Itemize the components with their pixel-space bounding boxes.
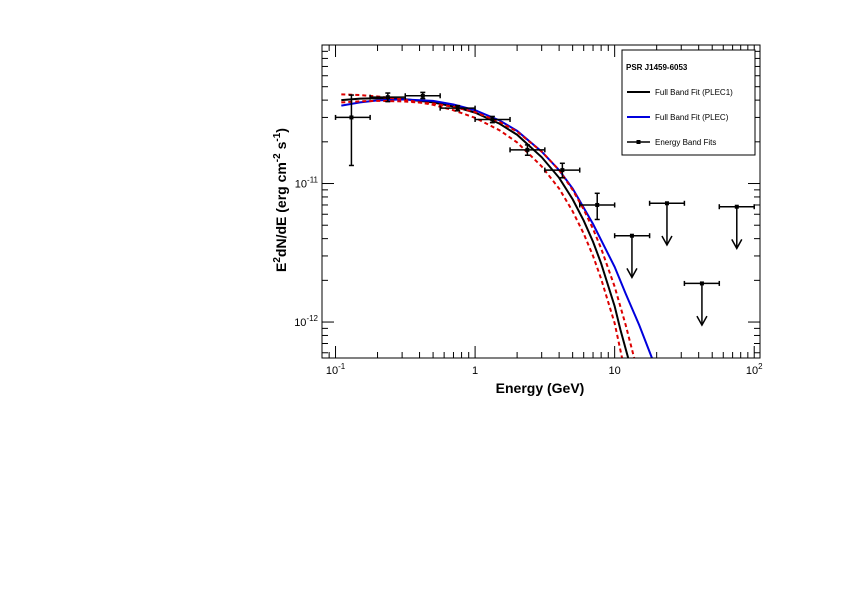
energy-band-point: [369, 92, 407, 103]
energy-band-point: [404, 91, 441, 100]
point-marker: [455, 106, 460, 111]
upper-limit-arrowhead: [626, 268, 638, 279]
upper-limit-point: [613, 233, 651, 279]
upper-limit-point: [683, 280, 721, 327]
legend-entry-label: Full Band Fit (PLEC): [655, 113, 729, 122]
upper-limit-point: [648, 200, 686, 247]
legend-marker-swatch: [636, 140, 641, 144]
upper-limit-arrowhead: [731, 239, 743, 250]
energy-band-point: [578, 192, 616, 221]
upper-limit-point: [718, 204, 755, 250]
energy-band-point: [474, 115, 511, 124]
legend: PSR J1459-6053 Full Band Fit (PLEC1) Full…: [621, 49, 756, 156]
point-marker: [560, 168, 565, 173]
point-marker: [525, 147, 530, 152]
x-axis-title: Energy (GeV): [496, 380, 585, 396]
legend-box: [621, 49, 756, 156]
point-marker: [385, 95, 390, 100]
x-tick-label: 102: [746, 362, 763, 377]
point-marker: [595, 202, 600, 207]
x-tick-label: 1: [472, 365, 478, 377]
plot-frame: [321, 44, 761, 359]
point-marker: [734, 204, 739, 209]
fit-curve: [341, 93, 624, 358]
upper-limit-arrowhead: [661, 235, 673, 247]
energy-band-point: [439, 104, 476, 112]
energy-band-points: [334, 91, 755, 327]
x-tick-label: 10-1: [326, 362, 346, 377]
x-tick-label: 10: [609, 365, 621, 377]
y-axis-title: E2dN/dE (erg cm-2 s-1): [272, 128, 289, 272]
point-marker: [629, 233, 634, 238]
point-marker: [490, 117, 495, 122]
point-marker: [664, 201, 669, 206]
energy-band-point: [509, 144, 546, 156]
y-tick-label: 10-12: [294, 314, 318, 329]
fit-curves: [341, 93, 653, 358]
y-tick-label: 10-11: [295, 176, 319, 191]
legend-entry-label: Full Band Fit (PLEC1): [655, 88, 733, 97]
point-marker: [420, 93, 425, 98]
legend-entry-label: Energy Band Fits: [655, 138, 716, 147]
legend-title: PSR J1459-6053: [626, 63, 688, 72]
fit-curve: [341, 99, 636, 358]
energy-band-point: [334, 94, 371, 167]
fit-curve: [341, 98, 653, 358]
point-marker: [349, 115, 354, 120]
upper-limit-arrowhead: [696, 315, 708, 327]
point-marker: [699, 281, 704, 286]
energy-band-point: [544, 162, 581, 179]
